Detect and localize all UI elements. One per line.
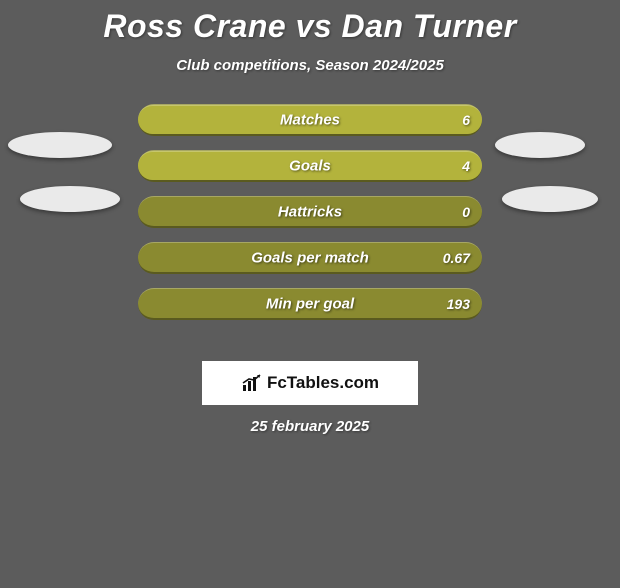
stat-label: Goals per match bbox=[138, 250, 482, 267]
stat-value: 4 bbox=[462, 158, 470, 174]
stat-value: 0.67 bbox=[443, 250, 470, 266]
page-subtitle: Club competitions, Season 2024/2025 bbox=[0, 57, 620, 74]
stat-row: Goals per match 0.67 bbox=[0, 242, 620, 274]
decorative-oval bbox=[8, 132, 112, 158]
decorative-oval bbox=[495, 132, 585, 158]
logo-inner: FcTables.com bbox=[241, 373, 379, 393]
stat-value: 6 bbox=[462, 112, 470, 128]
decorative-oval bbox=[502, 186, 598, 212]
logo-box[interactable]: FcTables.com bbox=[202, 361, 418, 405]
decorative-oval bbox=[20, 186, 120, 212]
stat-label: Matches bbox=[138, 112, 482, 129]
stat-row: Matches 6 bbox=[0, 104, 620, 136]
chart-icon bbox=[241, 373, 263, 393]
stat-label: Min per goal bbox=[138, 296, 482, 313]
page-title: Ross Crane vs Dan Turner bbox=[0, 8, 620, 45]
stat-label: Hattricks bbox=[138, 204, 482, 221]
logo-text: FcTables.com bbox=[267, 373, 379, 393]
stat-label: Goals bbox=[138, 158, 482, 175]
stat-row: Min per goal 193 bbox=[0, 288, 620, 320]
stat-value: 0 bbox=[462, 204, 470, 220]
stat-value: 193 bbox=[447, 296, 470, 312]
date-text: 25 february 2025 bbox=[0, 418, 620, 435]
